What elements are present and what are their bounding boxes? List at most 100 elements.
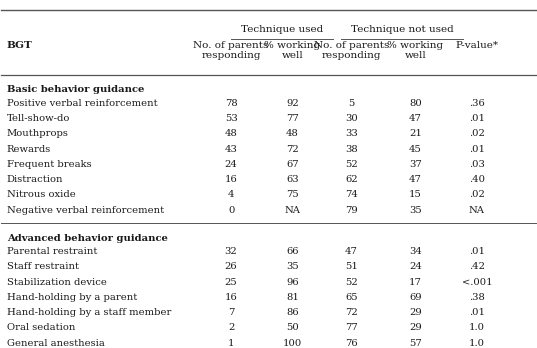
Text: 38: 38 bbox=[345, 145, 358, 154]
Text: 35: 35 bbox=[286, 262, 299, 271]
Text: .42: .42 bbox=[469, 262, 485, 271]
Text: Negative verbal reinforcement: Negative verbal reinforcement bbox=[7, 206, 164, 215]
Text: 15: 15 bbox=[409, 190, 422, 199]
Text: 51: 51 bbox=[345, 262, 358, 271]
Text: 24: 24 bbox=[224, 160, 237, 169]
Text: BGT: BGT bbox=[7, 41, 32, 50]
Text: .01: .01 bbox=[469, 114, 485, 123]
Text: Distraction: Distraction bbox=[7, 175, 63, 184]
Text: 1.0: 1.0 bbox=[469, 339, 485, 348]
Text: 63: 63 bbox=[286, 175, 299, 184]
Text: Positive verbal reinforcement: Positive verbal reinforcement bbox=[7, 99, 157, 108]
Text: 92: 92 bbox=[286, 99, 299, 108]
Text: 50: 50 bbox=[286, 323, 299, 332]
Text: 66: 66 bbox=[286, 247, 299, 256]
Text: 5: 5 bbox=[348, 99, 354, 108]
Text: 24: 24 bbox=[409, 262, 422, 271]
Text: 100: 100 bbox=[283, 339, 302, 348]
Text: .02: .02 bbox=[469, 129, 485, 139]
Text: 52: 52 bbox=[345, 278, 358, 287]
Text: .03: .03 bbox=[469, 160, 485, 169]
Text: 29: 29 bbox=[409, 308, 422, 317]
Text: No. of parents
responding: No. of parents responding bbox=[314, 41, 389, 60]
Text: 26: 26 bbox=[225, 262, 237, 271]
Text: 1: 1 bbox=[228, 339, 234, 348]
Text: Advanced behavior guidance: Advanced behavior guidance bbox=[7, 234, 168, 243]
Text: 25: 25 bbox=[224, 278, 237, 287]
Text: 86: 86 bbox=[286, 308, 299, 317]
Text: Technique not used: Technique not used bbox=[351, 25, 453, 33]
Text: 81: 81 bbox=[286, 293, 299, 302]
Text: 48: 48 bbox=[224, 129, 237, 139]
Text: 78: 78 bbox=[224, 99, 237, 108]
Text: 69: 69 bbox=[409, 293, 422, 302]
Text: Oral sedation: Oral sedation bbox=[7, 323, 75, 332]
Text: Rewards: Rewards bbox=[7, 145, 51, 154]
Text: % working
well: % working well bbox=[265, 41, 321, 60]
Text: 96: 96 bbox=[286, 278, 299, 287]
Text: 72: 72 bbox=[286, 145, 299, 154]
Text: 30: 30 bbox=[345, 114, 358, 123]
Text: 79: 79 bbox=[345, 206, 358, 215]
Text: 47: 47 bbox=[409, 175, 422, 184]
Text: 75: 75 bbox=[286, 190, 299, 199]
Text: Parental restraint: Parental restraint bbox=[7, 247, 97, 256]
Text: 45: 45 bbox=[409, 145, 422, 154]
Text: 62: 62 bbox=[345, 175, 358, 184]
Text: 35: 35 bbox=[409, 206, 422, 215]
Text: 7: 7 bbox=[228, 308, 234, 317]
Text: 57: 57 bbox=[409, 339, 422, 348]
Text: 29: 29 bbox=[409, 323, 422, 332]
Text: 43: 43 bbox=[224, 145, 237, 154]
Text: Frequent breaks: Frequent breaks bbox=[7, 160, 91, 169]
Text: P-value*: P-value* bbox=[455, 41, 498, 50]
Text: NA: NA bbox=[469, 206, 485, 215]
Text: 80: 80 bbox=[409, 99, 422, 108]
Text: 2: 2 bbox=[228, 323, 234, 332]
Text: Basic behavior guidance: Basic behavior guidance bbox=[7, 85, 144, 94]
Text: 0: 0 bbox=[228, 206, 234, 215]
Text: 33: 33 bbox=[345, 129, 358, 139]
Text: 65: 65 bbox=[345, 293, 358, 302]
Text: 77: 77 bbox=[286, 114, 299, 123]
Text: NA: NA bbox=[285, 206, 301, 215]
Text: 34: 34 bbox=[409, 247, 422, 256]
Text: 17: 17 bbox=[409, 278, 422, 287]
Text: 21: 21 bbox=[409, 129, 422, 139]
Text: 48: 48 bbox=[286, 129, 299, 139]
Text: Stabilization device: Stabilization device bbox=[7, 278, 107, 287]
Text: .01: .01 bbox=[469, 308, 485, 317]
Text: 67: 67 bbox=[286, 160, 299, 169]
Text: 72: 72 bbox=[345, 308, 358, 317]
Text: .01: .01 bbox=[469, 145, 485, 154]
Text: 16: 16 bbox=[224, 293, 237, 302]
Text: 16: 16 bbox=[224, 175, 237, 184]
Text: .36: .36 bbox=[469, 99, 485, 108]
Text: Staff restraint: Staff restraint bbox=[7, 262, 79, 271]
Text: Hand-holding by a parent: Hand-holding by a parent bbox=[7, 293, 137, 302]
Text: 37: 37 bbox=[409, 160, 422, 169]
Text: 4: 4 bbox=[228, 190, 234, 199]
Text: Mouthprops: Mouthprops bbox=[7, 129, 69, 139]
Text: .40: .40 bbox=[469, 175, 485, 184]
Text: 47: 47 bbox=[345, 247, 358, 256]
Text: .02: .02 bbox=[469, 190, 485, 199]
Text: 47: 47 bbox=[409, 114, 422, 123]
Text: Hand-holding by a staff member: Hand-holding by a staff member bbox=[7, 308, 171, 317]
Text: <.001: <.001 bbox=[461, 278, 492, 287]
Text: 74: 74 bbox=[345, 190, 358, 199]
Text: 32: 32 bbox=[224, 247, 237, 256]
Text: % working
well: % working well bbox=[387, 41, 444, 60]
Text: .01: .01 bbox=[469, 247, 485, 256]
Text: .38: .38 bbox=[469, 293, 485, 302]
Text: Nitrous oxide: Nitrous oxide bbox=[7, 190, 76, 199]
Text: No. of parents
responding: No. of parents responding bbox=[193, 41, 269, 60]
Text: General anesthesia: General anesthesia bbox=[7, 339, 105, 348]
Text: 52: 52 bbox=[345, 160, 358, 169]
Text: Technique used: Technique used bbox=[241, 25, 323, 33]
Text: 53: 53 bbox=[224, 114, 237, 123]
Text: 77: 77 bbox=[345, 323, 358, 332]
Text: 76: 76 bbox=[345, 339, 358, 348]
Text: 1.0: 1.0 bbox=[469, 323, 485, 332]
Text: Tell-show-do: Tell-show-do bbox=[7, 114, 70, 123]
